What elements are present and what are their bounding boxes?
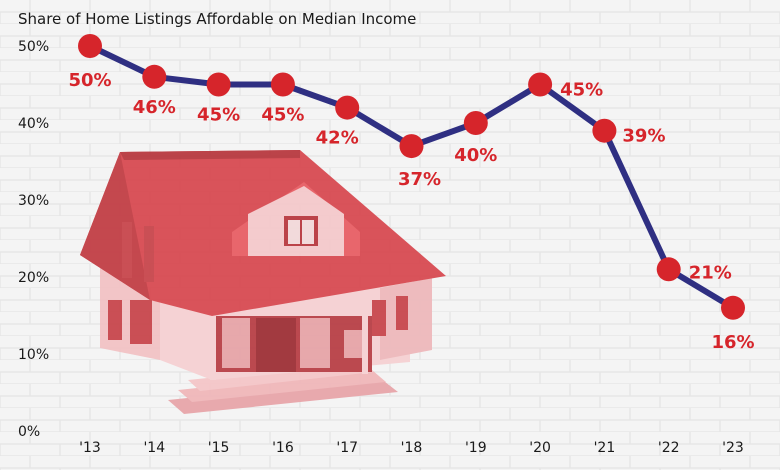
- x-tick-label: '13: [79, 440, 101, 456]
- x-tick-label: '18: [401, 440, 423, 456]
- data-label: 16%: [711, 332, 754, 353]
- data-label: 39%: [622, 126, 665, 147]
- data-label: 37%: [398, 169, 441, 190]
- data-label: 40%: [454, 145, 497, 166]
- x-tick-label: '15: [208, 440, 230, 456]
- data-point: [78, 34, 102, 58]
- data-label: 45%: [560, 80, 603, 101]
- data-point: [206, 72, 231, 97]
- x-tick-label: '23: [722, 440, 744, 456]
- data-point: [592, 118, 617, 143]
- data-label: 50%: [68, 70, 111, 91]
- data-label: 45%: [197, 105, 240, 126]
- data-point: [463, 111, 488, 135]
- house-illustration: [80, 150, 446, 414]
- x-tick-label: '20: [529, 440, 551, 456]
- y-tick-label: 40%: [18, 116, 49, 132]
- axes: 0% 10% 20% 30% 40% 50% '13 '14 '15 '16 '17 '18 '19 '2…: [18, 39, 744, 456]
- y-tick-label: 20%: [18, 270, 49, 286]
- data-point: [335, 95, 360, 120]
- x-tick-label: '14: [143, 440, 165, 456]
- y-tick-label: 0%: [18, 424, 40, 440]
- data-point: [399, 134, 424, 159]
- data-series: [78, 34, 745, 320]
- y-tick-label: 50%: [18, 39, 49, 55]
- x-tick-label: '19: [465, 440, 487, 456]
- chart-title: Share of Home Listings Affordable on Med…: [18, 10, 416, 28]
- y-tick-label: 30%: [18, 193, 49, 209]
- data-label: 46%: [133, 97, 176, 118]
- y-tick-label: 10%: [18, 347, 49, 363]
- data-label: 45%: [261, 105, 304, 126]
- data-labels: 50% 46% 45% 45% 42% 37% 40% 45% 39% 21% 16%: [68, 70, 754, 353]
- data-label: 21%: [689, 262, 732, 283]
- data-point: [656, 257, 681, 282]
- data-point: [270, 72, 295, 97]
- x-tick-label: '17: [336, 440, 358, 456]
- data-point: [721, 295, 745, 320]
- data-point: [528, 72, 553, 97]
- x-tick-label: '21: [594, 440, 616, 456]
- x-tick-label: '22: [658, 440, 680, 456]
- data-point: [142, 64, 167, 89]
- x-tick-label: '16: [272, 440, 294, 456]
- data-label: 42%: [316, 128, 359, 149]
